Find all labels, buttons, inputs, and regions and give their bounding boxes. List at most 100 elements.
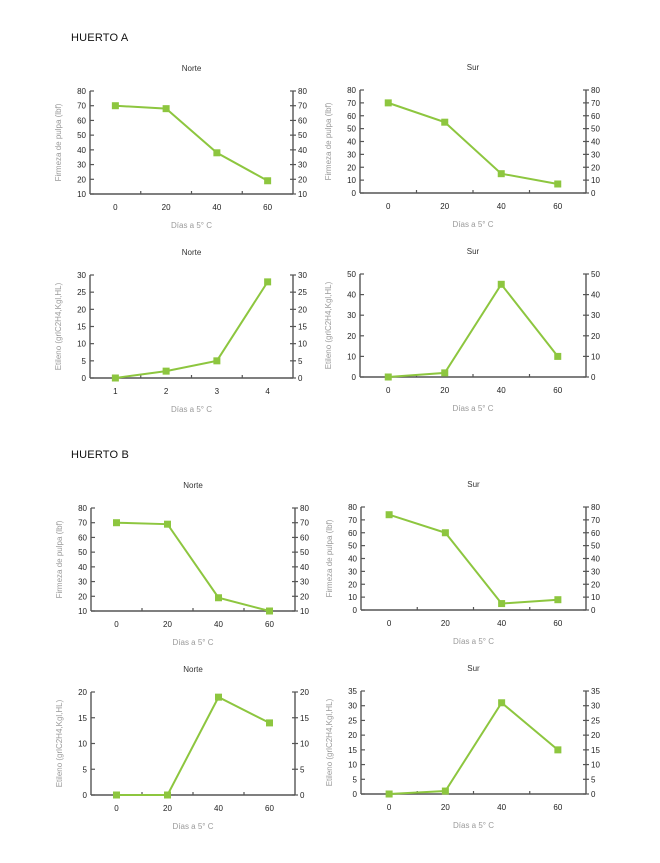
y-tick-label-left: 20 xyxy=(77,305,86,314)
data-point xyxy=(384,373,392,381)
y-tick-label-left: 30 xyxy=(78,578,87,587)
y-tick-label-left: 15 xyxy=(348,746,357,755)
y-tick-label-right: 30 xyxy=(591,567,600,576)
y-tick-label-left: 50 xyxy=(77,131,86,140)
data-point xyxy=(441,369,449,377)
data-point xyxy=(213,357,221,365)
y-tick-label-left: 25 xyxy=(348,716,357,725)
series-line xyxy=(115,281,269,379)
y-tick-label-right: 20 xyxy=(591,580,600,589)
chart-7: Sur 0 0 5 5 10 10 15 15 20 20 25 25 30 30 35 35 0 20 40 60 Dí… xyxy=(325,664,600,830)
y-tick-label-left: 30 xyxy=(77,271,86,280)
data-point xyxy=(441,118,449,126)
x-tick-label: 60 xyxy=(553,202,562,211)
y-tick-label-left: 60 xyxy=(78,533,87,542)
series-line xyxy=(388,513,558,605)
y-tick-label-left: 0 xyxy=(352,189,357,198)
y-axis-label: Firmeza de pulpa (lbf) xyxy=(324,102,333,180)
y-tick-label-right: 30 xyxy=(300,578,309,587)
y-tick-label-right: 40 xyxy=(591,291,600,300)
y-tick-label-right: 70 xyxy=(591,99,600,108)
series-line xyxy=(387,101,558,185)
data-point xyxy=(213,149,221,157)
y-tick-label-left: 5 xyxy=(353,775,358,784)
y-tick-label-right: 20 xyxy=(300,592,309,601)
y-tick-label-left: 30 xyxy=(347,311,356,320)
data-point xyxy=(498,600,506,608)
y-axis-label: Etileno (grlC2H4,Kgl,HL) xyxy=(325,698,334,786)
y-tick-label-left: 10 xyxy=(348,761,357,770)
y-tick-label-right: 60 xyxy=(591,112,600,121)
data-point xyxy=(266,719,273,727)
y-tick-label-right: 50 xyxy=(298,131,307,140)
data-point xyxy=(554,746,562,754)
x-tick-label: 40 xyxy=(497,619,506,628)
y-tick-label-right: 5 xyxy=(298,357,303,366)
chart-title: Norte xyxy=(183,665,203,674)
x-tick-label: 20 xyxy=(440,386,449,395)
y-tick-label-right: 35 xyxy=(591,687,600,696)
series-line xyxy=(389,701,559,795)
y-tick-label-right: 10 xyxy=(300,607,309,616)
y-tick-label-right: 15 xyxy=(300,714,309,723)
y-tick-label-right: 50 xyxy=(591,270,600,279)
y-tick-label-left: 50 xyxy=(348,542,357,551)
y-tick-label-right: 60 xyxy=(300,533,309,542)
y-axis-label: Firmeza de pulpa (lbf) xyxy=(55,520,64,598)
y-tick-label-left: 0 xyxy=(352,373,357,382)
x-tick-label: 4 xyxy=(265,387,270,396)
y-tick-label-right: 10 xyxy=(591,176,600,185)
chart-title: Norte xyxy=(182,64,202,73)
series-line xyxy=(116,521,270,612)
chart-2: Norte 0 0 5 5 10 10 15 15 20 20 25 25 30 30 1 2 3 4 Días a … xyxy=(54,248,307,414)
y-tick-label-right: 60 xyxy=(591,529,600,538)
chart-title: Norte xyxy=(183,481,203,490)
x-tick-label: 60 xyxy=(553,619,562,628)
y-tick-label-left: 20 xyxy=(348,731,357,740)
x-tick-label: 0 xyxy=(113,203,118,212)
y-tick-label-right: 10 xyxy=(591,761,600,770)
data-point xyxy=(441,787,449,795)
x-tick-label: 40 xyxy=(497,803,506,812)
y-axis-label: Firmeza de pulpa (lbf) xyxy=(325,519,334,597)
y-axis-label: Etileno (grlC2H4,Kgl,HL) xyxy=(55,699,64,787)
x-tick-label: 60 xyxy=(263,203,272,212)
y-tick-label-left: 80 xyxy=(347,86,356,95)
chart-3: Sur 0 0 10 10 20 20 30 30 40 40 50 50 0 20 40 60 Días a 5… xyxy=(324,247,600,413)
x-axis-label: Días a 5° C xyxy=(453,821,494,830)
data-point xyxy=(162,105,170,113)
y-axis-label: Firmeza de pulpa (lbf) xyxy=(54,103,63,181)
data-point xyxy=(554,596,562,604)
y-tick-label-right: 30 xyxy=(591,150,600,159)
data-point xyxy=(264,278,272,286)
y-tick-label-right: 15 xyxy=(591,746,600,755)
y-tick-label-right: 20 xyxy=(300,688,309,697)
data-point xyxy=(162,367,170,375)
y-tick-label-left: 80 xyxy=(348,503,357,512)
y-tick-label-right: 0 xyxy=(591,189,596,198)
y-tick-label-left: 20 xyxy=(78,592,87,601)
y-tick-label-left: 5 xyxy=(82,357,87,366)
data-point xyxy=(441,529,449,537)
y-tick-label-right: 10 xyxy=(298,190,307,199)
y-tick-label-left: 20 xyxy=(347,163,356,172)
x-tick-label: 20 xyxy=(162,203,171,212)
y-axis-label: Etileno (grlC2H4,Kgl,HL) xyxy=(324,281,333,369)
x-axis-label: Días a 5° C xyxy=(453,220,494,229)
y-tick-label-left: 0 xyxy=(82,374,87,383)
data-point xyxy=(164,791,171,799)
y-tick-label-left: 40 xyxy=(348,555,357,564)
y-tick-label-left: 70 xyxy=(77,102,86,111)
y-tick-label-right: 0 xyxy=(300,791,305,800)
y-tick-label-right: 60 xyxy=(298,116,307,125)
x-tick-label: 1 xyxy=(113,387,118,396)
y-axis-label: Etileno (grlC2H4,Kgl,HL) xyxy=(54,282,63,370)
y-tick-label-left: 40 xyxy=(347,138,356,147)
data-point xyxy=(215,594,222,602)
section-title-huerto-b: HUERTO B xyxy=(71,449,130,461)
y-tick-label-right: 10 xyxy=(591,593,600,602)
y-tick-label-right: 20 xyxy=(298,175,307,184)
y-tick-label-right: 30 xyxy=(298,161,307,170)
data-point xyxy=(497,170,505,178)
x-tick-label: 40 xyxy=(497,386,506,395)
